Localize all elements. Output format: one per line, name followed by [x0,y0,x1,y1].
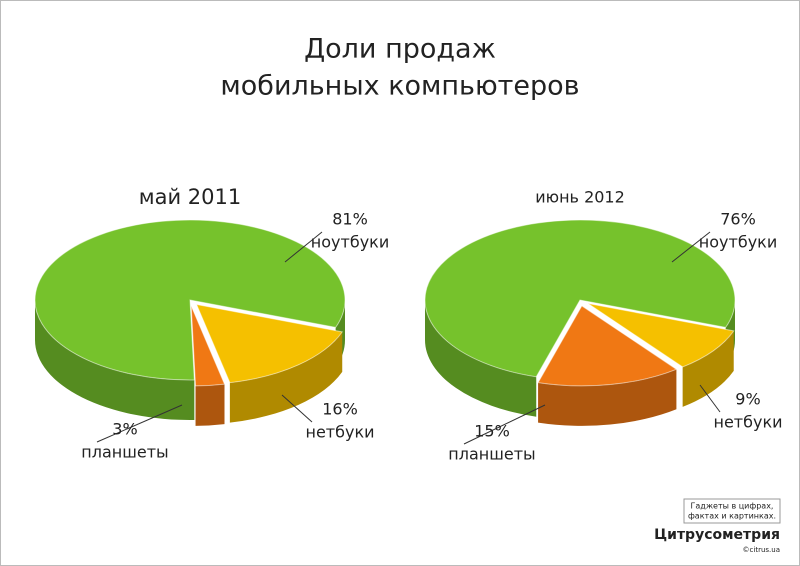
category-label: нетбуки [305,423,374,442]
title-line: мобильных компьютеров [220,71,579,102]
slice [424,219,736,378]
slice-side [229,331,343,423]
value-label: 76% [720,210,756,229]
slice-side [425,300,537,417]
slice-side [538,369,677,426]
category-label: планшеты [448,445,535,464]
slice-side [35,300,195,420]
slice-side [682,330,734,407]
category-label: ноутбуки [311,233,389,252]
leader-line [284,231,323,263]
chart-title: май 2011 [139,185,241,209]
value-label: 16% [322,400,358,419]
tagline: Гаджеты в цифрах, [691,502,774,511]
chart-title: июнь 2012 [535,188,625,207]
value-label: 9% [735,390,760,409]
category-label: ноутбуки [699,233,777,252]
brand-name: Цитрусометрия [654,527,780,543]
category-label: планшеты [81,443,168,462]
leader-line [699,384,721,413]
slice [587,303,735,368]
leader-line [463,404,546,445]
slice [190,305,226,387]
leader-line [96,404,183,443]
slice-side [195,384,225,426]
slice [195,303,344,384]
slice [34,219,346,381]
leader-line [281,394,313,423]
slice [537,305,678,387]
leader-line [671,231,711,263]
tagline-box [683,498,781,524]
value-label: 15% [474,422,510,441]
category-label: нетбуки [713,413,782,432]
site: ©citrus.ua [743,546,780,554]
value-label: 3% [112,420,137,439]
title-line: Доли продаж [304,34,496,65]
tagline: фактах и картинках. [688,512,776,521]
brand: Гаджеты в цифрах, фактах и картинках. Ци… [654,498,781,554]
value-label: 81% [332,210,368,229]
